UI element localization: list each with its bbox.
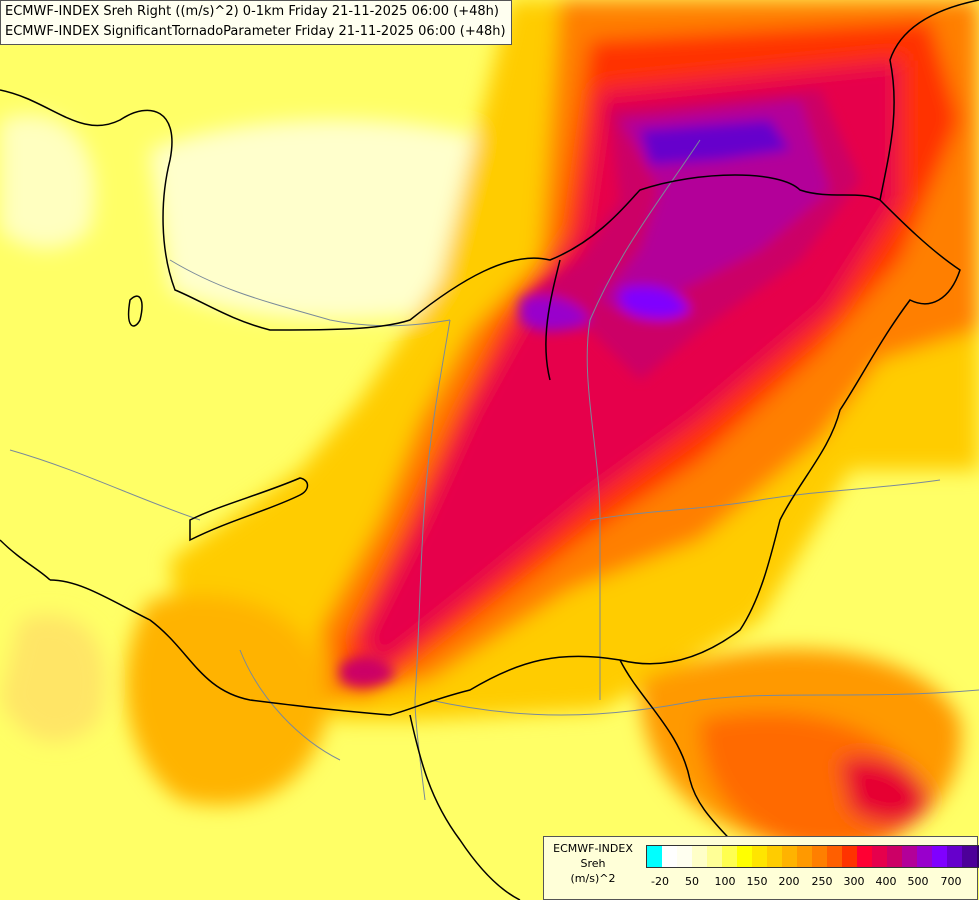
- border-east: [879, 0, 979, 201]
- legend-tick-label: 200: [778, 875, 800, 888]
- legend-swatch: [647, 846, 662, 867]
- legend-tick-label: 400: [875, 875, 897, 888]
- legend-tick-label: 100: [714, 875, 736, 888]
- legend-swatch: [932, 846, 947, 867]
- legend-tick-label: 150: [746, 875, 768, 888]
- border-inner: [545, 259, 561, 381]
- legend-swatch: [917, 846, 932, 867]
- legend-tick-label: 300: [843, 875, 865, 888]
- legend-swatch: [722, 846, 737, 867]
- title-line-srh: ECMWF-INDEX Sreh Right ((m/s)^2) 0-1km F…: [5, 4, 499, 19]
- legend-swatch: [737, 846, 752, 867]
- legend-title: ECMWF-INDEX Sreh (m/s)^2: [544, 841, 642, 886]
- violet-core: [640, 120, 790, 165]
- map-title: ECMWF-INDEX Sreh Right ((m/s)^2) 0-1km F…: [0, 0, 512, 45]
- legend-tick-label: 250: [811, 875, 833, 888]
- lake-balaton: [189, 477, 309, 542]
- border-southwest: [409, 714, 521, 900]
- legend-swatch: [887, 846, 902, 867]
- legend-swatch: [842, 846, 857, 867]
- rivers: [9, 139, 979, 801]
- legend-swatch: [662, 846, 677, 867]
- legend-swatch: [797, 846, 812, 867]
- river-danube-south: [414, 319, 451, 801]
- legend-tick-label: 500: [907, 875, 929, 888]
- magenta-spot-south: [340, 656, 395, 687]
- border-slovenia: [0, 539, 51, 581]
- legend-swatch: [692, 846, 707, 867]
- border-north: [0, 89, 881, 331]
- legend-title-line: (m/s)^2: [570, 872, 616, 885]
- river-danube-upper: [169, 259, 451, 327]
- red-spot-southeast: [840, 757, 930, 824]
- legend-title-line: Sreh: [580, 857, 606, 870]
- legend-tick-label: 700: [940, 875, 962, 888]
- legend-tick-label: 50: [685, 875, 699, 888]
- border-hungary-south: [49, 199, 961, 716]
- pale-region-north: [150, 120, 520, 320]
- orange-region-south: [126, 594, 330, 806]
- legend-swatch: [677, 846, 692, 867]
- legend-swatch: [902, 846, 917, 867]
- legend-swatch: [827, 846, 842, 867]
- river-tisza: [586, 139, 701, 700]
- legend-swatch: [977, 846, 979, 867]
- violet-spot: [620, 286, 690, 320]
- legend-swatch: [782, 846, 797, 867]
- purple-spot: [520, 296, 590, 332]
- legend-title-line: ECMWF-INDEX: [553, 842, 633, 855]
- legend-swatch: [767, 846, 782, 867]
- legend-swatch: [752, 846, 767, 867]
- legend-swatch: [872, 846, 887, 867]
- legend-swatch: [812, 846, 827, 867]
- yellow-region-southwest: [0, 614, 106, 742]
- river-west: [9, 449, 201, 521]
- pale-region-west: [0, 114, 95, 249]
- legend-tick-label: -20: [651, 875, 669, 888]
- river-south: [429, 689, 979, 716]
- legend-swatch: [947, 846, 962, 867]
- legend-swatch: [962, 846, 977, 867]
- lake-neusiedl: [128, 295, 143, 327]
- legend-tick-labels: -20 50 100 150 200 250 300 400 500 700: [646, 875, 976, 889]
- title-line-stp: ECMWF-INDEX SignificantTornadoParameter …: [5, 24, 506, 39]
- legend-color-scale: [646, 845, 979, 868]
- river-mures: [589, 479, 941, 521]
- legend-swatch: [707, 846, 722, 867]
- color-legend: ECMWF-INDEX Sreh (m/s)^2 -20 50 100 150 200 2…: [543, 836, 979, 900]
- river-drava: [239, 649, 341, 761]
- legend-swatch: [857, 846, 872, 867]
- srh-field: [0, 0, 979, 852]
